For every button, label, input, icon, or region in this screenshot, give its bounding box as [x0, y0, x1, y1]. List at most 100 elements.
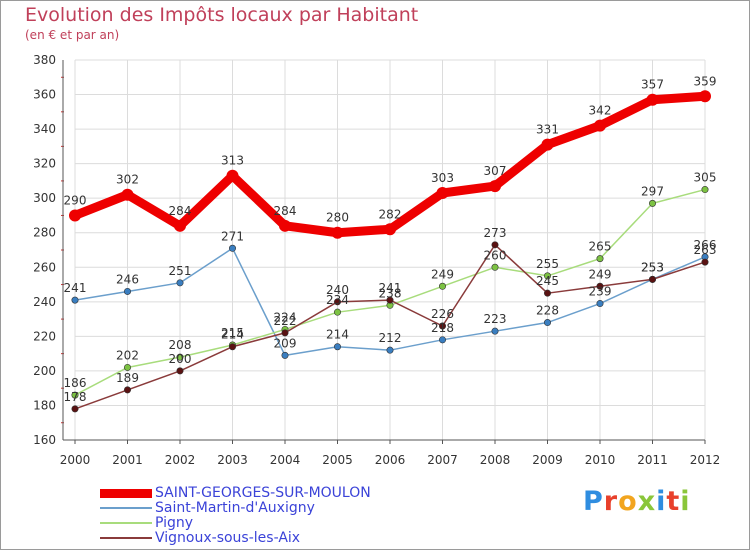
data-point [229, 343, 237, 351]
logo-letter: o [618, 486, 638, 517]
legend-label: Saint-Martin-d'Auxigny [155, 500, 315, 516]
data-label: 246 [116, 272, 139, 286]
proxiti-logo: Proxiti [583, 486, 691, 517]
x-tick-label: 2011 [637, 453, 668, 467]
data-point [331, 226, 344, 239]
y-tick-label: 240 [33, 295, 56, 309]
x-tick-label: 2005 [322, 453, 353, 467]
data-label: 215 [221, 326, 244, 340]
data-label: 178 [64, 390, 87, 404]
data-point [646, 93, 659, 106]
data-point [124, 386, 132, 394]
data-point [386, 346, 394, 354]
legend-item-vignoux-sous-les-aix[interactable]: Vignoux-sous-les-Aix [100, 530, 301, 546]
data-label: 260 [484, 248, 507, 262]
data-label: 214 [221, 328, 244, 342]
data-label: 212 [379, 331, 402, 345]
data-label: 202 [116, 348, 139, 362]
data-point [596, 255, 604, 263]
data-label: 200 [169, 352, 192, 366]
data-point [121, 188, 134, 201]
logo-letter: r [603, 486, 619, 517]
data-point [124, 363, 132, 371]
legend-item-saint-martin-d-auxigny[interactable]: Saint-Martin-d'Auxigny [100, 500, 315, 516]
data-label: 234 [326, 293, 349, 307]
y-tick-label: 200 [33, 364, 56, 378]
y-tick-label: 180 [33, 398, 56, 412]
legend-label: Pigny [155, 515, 194, 531]
data-point [701, 258, 709, 266]
data-label: 222 [274, 314, 297, 328]
data-point [543, 289, 551, 297]
data-label: 265 [589, 240, 612, 254]
logo-letter: t [666, 486, 681, 517]
x-tick-label: 2009 [532, 453, 563, 467]
legend-item-saint-georges-sur-moulon[interactable]: SAINT-GEORGES-SUR-MOULON [100, 485, 371, 501]
data-point [71, 391, 79, 399]
y-tick-label: 160 [33, 433, 56, 447]
data-label: 282 [379, 207, 402, 221]
data-point [648, 199, 656, 207]
data-point [229, 244, 237, 252]
data-point [436, 187, 449, 199]
axes: 160 180 200 220 240 260 280 300 320 340 360 380 2000… [33, 53, 720, 467]
data-label: 253 [641, 260, 664, 274]
data-label: 228 [536, 304, 559, 318]
logo-letter: i [656, 486, 667, 517]
legend-swatch [100, 522, 152, 524]
data-label: 189 [116, 371, 139, 385]
data-label: 208 [169, 338, 192, 352]
legend-swatch [100, 537, 152, 539]
data-point [596, 282, 604, 290]
data-label: 280 [326, 211, 349, 225]
data-point [384, 223, 396, 236]
data-label: 307 [484, 164, 507, 178]
data-point [281, 329, 289, 337]
data-label: 302 [116, 173, 139, 187]
data-point [69, 209, 81, 222]
legend-label: Vignoux-sous-les-Aix [155, 530, 301, 546]
data-point [386, 296, 394, 304]
x-tick-label: 2006 [375, 453, 406, 467]
data-label: 266 [694, 238, 717, 252]
data-point [438, 322, 446, 330]
data-label: 186 [64, 376, 87, 390]
data-point [543, 272, 551, 280]
data-point [71, 405, 79, 413]
data-point [699, 90, 711, 103]
data-label: 239 [589, 285, 612, 299]
data-label: 249 [589, 267, 612, 281]
data-label: 305 [694, 171, 717, 185]
data-label: 241 [64, 281, 87, 295]
data-label: 223 [484, 312, 507, 326]
x-tick-label: 2003 [217, 453, 248, 467]
data-label: 357 [641, 78, 664, 92]
logo-letter: x [637, 486, 657, 517]
data-point [226, 169, 239, 182]
data-point [541, 138, 554, 151]
y-tick-label: 260 [33, 260, 56, 274]
data-label: 297 [641, 184, 664, 198]
data-point [491, 327, 499, 335]
data-label: 303 [431, 171, 454, 185]
data-point [438, 336, 446, 344]
data-point [174, 219, 186, 232]
data-point [438, 282, 446, 290]
data-label: 284 [274, 204, 297, 218]
data-point [543, 319, 551, 327]
legend-item-pigny[interactable]: Pigny [100, 515, 194, 531]
legend-label: SAINT-GEORGES-SUR-MOULON [155, 485, 371, 501]
data-point [281, 351, 289, 359]
data-label: 218 [431, 321, 454, 335]
data-point [596, 300, 604, 308]
y-tick-label: 320 [33, 157, 56, 171]
data-label: 226 [431, 307, 454, 321]
y-tick-label: 300 [33, 191, 56, 205]
data-point [333, 298, 341, 306]
data-label: 290 [64, 193, 87, 207]
data-label: 224 [274, 310, 297, 324]
data-label: 271 [221, 229, 244, 243]
data-point [594, 119, 606, 132]
